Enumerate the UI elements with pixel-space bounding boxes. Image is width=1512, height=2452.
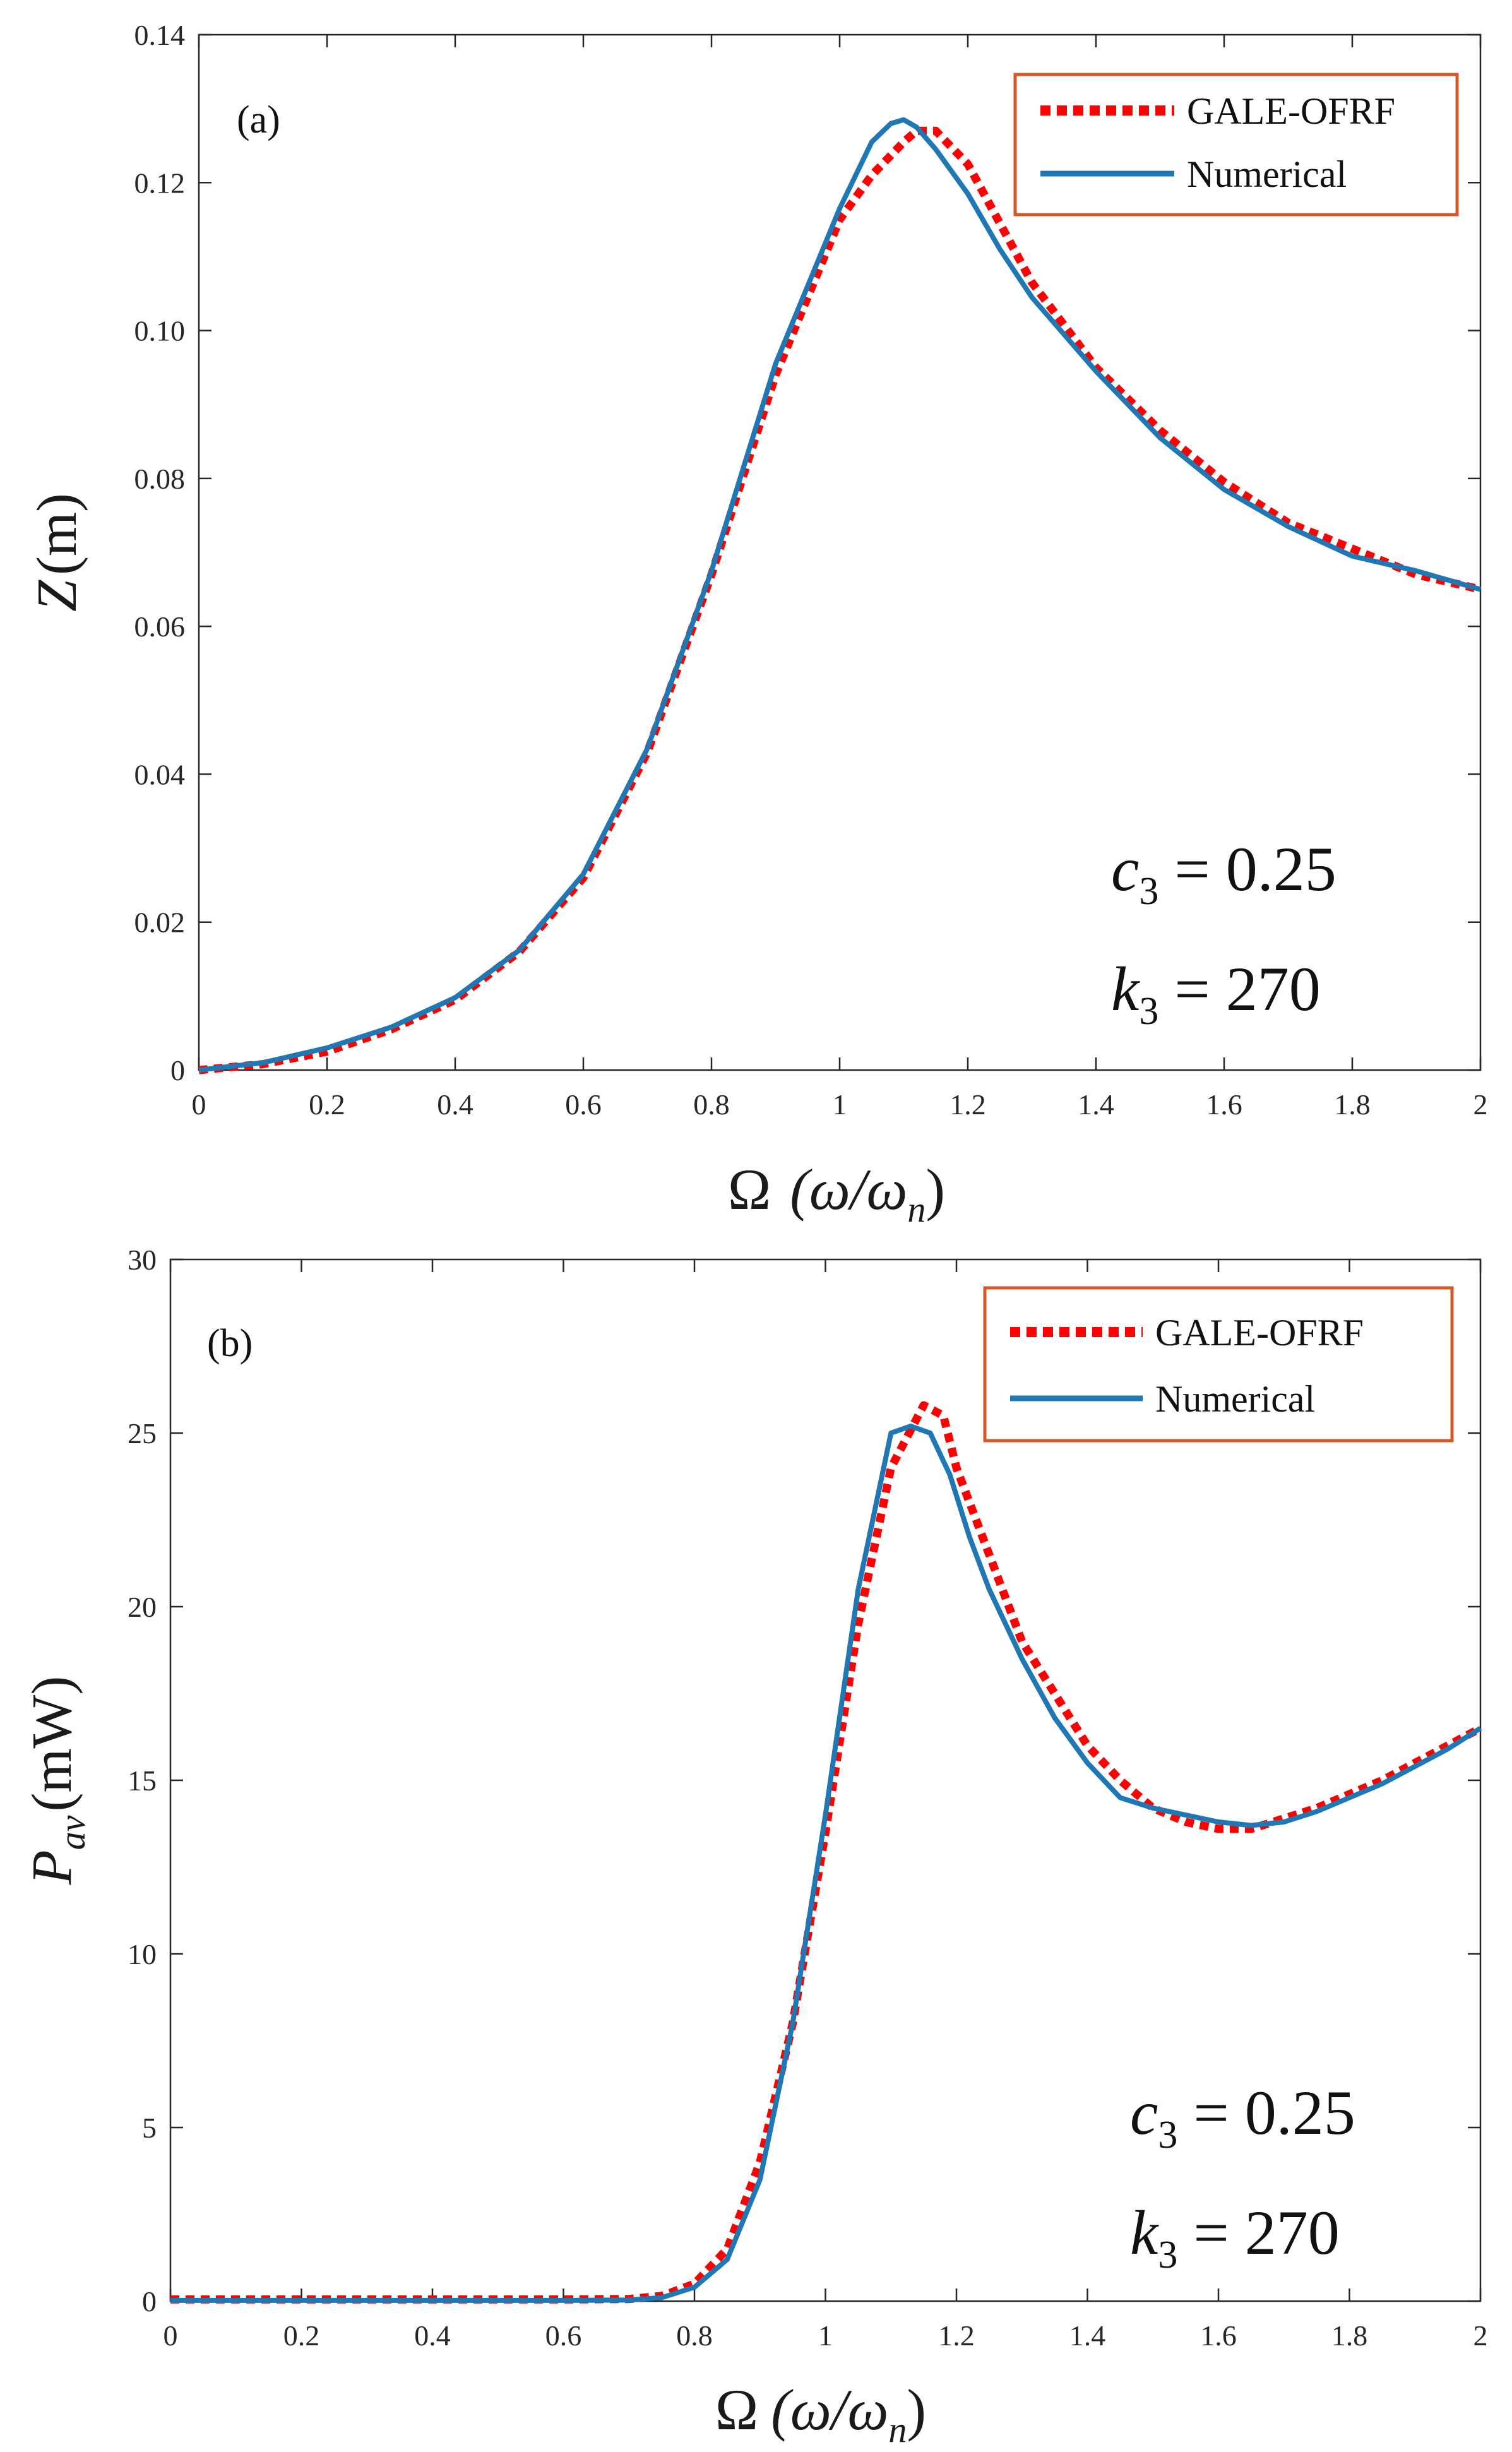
panel-b-label: (b)	[207, 1322, 253, 1365]
panel-a-series	[198, 117, 1482, 1074]
panel-a-annotation-c3-sub: 3	[1139, 870, 1158, 913]
panel-b-series-numerical	[170, 1424, 1482, 2303]
panel-a-label: (a)	[237, 98, 280, 141]
panel-b-legend-label-gale: GALE-OFRF	[1155, 1312, 1364, 1354]
panel-a-annotation-c3: c3 = 0.25	[1111, 834, 1336, 913]
panel-b-x-tick-label: 0.2	[283, 2319, 320, 2352]
panel-a-annotation-c3-rest: = 0.25	[1158, 834, 1336, 904]
panel-a: 0 0.2 0.4 0.6 0.8 1 1.2 1.4 1.6 1.8 2 0 0.02 0.04 0.0…	[26, 19, 1488, 1230]
panel-a-series-gale-ofrf	[198, 126, 1482, 1074]
panel-b: 0 0.2 0.4 0.6 0.8 1 1.2 1.4 1.6 1.8 2 051015202530…	[21, 1244, 1488, 2450]
panel-b-annotation-k3-sub: 3	[1158, 2234, 1177, 2276]
panel-b-x-tick-label: 0.6	[545, 2319, 582, 2352]
panel-b-y-tick-label: 25	[128, 1417, 157, 1449]
panel-a-x-tick-label: 1.6	[1206, 1088, 1242, 1121]
panel-b-y-axis-var: P	[21, 1850, 83, 1885]
panel-a-x-tick-label: 0.4	[437, 1088, 473, 1121]
panel-b-x-tick-label: 2	[1473, 2319, 1488, 2352]
panel-a-annotation-k3-sub: 3	[1139, 990, 1158, 1033]
panel-a-annotation-k3-var: k	[1111, 954, 1140, 1024]
panel-a-y-tick-label: 0.06	[134, 610, 186, 643]
panel-b-legend-box	[983, 1286, 1454, 1443]
panel-a-x-tick-labels: 0 0.2 0.4 0.6 0.8 1 1.2 1.4 1.6 1.8 2	[192, 1088, 1488, 1121]
panel-b-x-tick-label: 0.4	[414, 2319, 451, 2352]
panel-a-annotation-k3-rest: = 270	[1158, 954, 1320, 1024]
panel-b-x-axis-close: )	[907, 2378, 926, 2442]
panel-a-x-axis-ratio: (ω/ω	[790, 1157, 907, 1222]
panel-a-series-numerical	[198, 117, 1482, 1073]
panel-b-y-tick-label: 15	[128, 1765, 157, 1797]
panel-a-x-tick-label: 0.2	[309, 1088, 345, 1121]
panel-b-annotation-k3-rest: = 270	[1177, 2198, 1339, 2268]
panel-b-series-gale-ofrf	[170, 1401, 1483, 2304]
panel-b-x-tick-label: 1.8	[1331, 2319, 1368, 2352]
panel-a-y-axis-unit: (m)	[26, 493, 88, 575]
panel-a-legend-label-numerical: Numerical	[1187, 153, 1347, 195]
panel-b-y-tick-label: 10	[128, 1938, 157, 1970]
panel-b-legend: GALE-OFRF Numerical	[983, 1286, 1454, 1443]
panel-a-y-tick-label: 0.08	[134, 463, 186, 495]
panel-b-annotation-k3: k3 = 270	[1130, 2198, 1340, 2276]
panel-b-x-axis-sub: n	[888, 2409, 907, 2450]
panel-b-annotation-c3: c3 = 0.25	[1130, 2078, 1355, 2157]
panel-b-y-tick-label: 20	[128, 1591, 157, 1623]
panel-b-annotation-k3-var: k	[1130, 2198, 1159, 2268]
panel-b-x-tick-label: 1	[818, 2319, 833, 2352]
panel-b-x-axis-omega: Ω	[715, 2378, 758, 2442]
panel-b-series	[170, 1401, 1483, 2304]
panel-b-x-axis-title: Ω (ω/ωn)	[715, 2378, 926, 2450]
panel-a-x-axis-title: Ω (ω/ωn)	[728, 1157, 945, 1230]
panel-a-y-tick-label: 0.10	[134, 315, 186, 347]
panel-b-y-tick-label: 0	[142, 2285, 157, 2318]
panel-a-x-tick-label: 1.2	[949, 1088, 986, 1121]
panel-a-legend-box	[1013, 73, 1459, 217]
panel-b-x-tick-label: 0	[164, 2319, 178, 2352]
panel-b-x-tick-label: 0.8	[676, 2319, 713, 2352]
panel-b-x-tick-label: 1.2	[938, 2319, 975, 2352]
panel-a-y-tick-labels: 0 0.02 0.04 0.06 0.08 0.10 0.12 0.14	[134, 19, 186, 1086]
panel-b-x-axis-ratio: (ω/ω	[771, 2378, 888, 2442]
panel-a-x-axis-omega: Ω	[728, 1157, 771, 1222]
panel-b-y-tick-label: 30	[128, 1244, 157, 1276]
panel-b-annotation-c3-rest: = 0.25	[1177, 2078, 1355, 2148]
panel-b-x-tick-label: 1.4	[1069, 2319, 1106, 2352]
panel-a-legend: GALE-OFRF Numerical	[1013, 73, 1459, 217]
panel-a-legend-label-gale: GALE-OFRF	[1187, 90, 1395, 132]
panel-a-x-tick-label: 0	[192, 1088, 206, 1121]
panel-a-y-tick-label: 0.14	[134, 19, 186, 51]
panel-a-x-tick-label: 0.8	[693, 1088, 730, 1121]
panel-b-y-axis-title: Pav(mW)	[21, 1676, 93, 1886]
panel-a-x-axis-sub: n	[907, 1189, 926, 1230]
panel-a-x-tick-label: 1.4	[1078, 1088, 1114, 1121]
panel-b-legend-label-numerical: Numerical	[1155, 1378, 1315, 1420]
panel-b-x-tick-labels: 0 0.2 0.4 0.6 0.8 1 1.2 1.4 1.6 1.8 2	[164, 2319, 1488, 2352]
panel-a-x-tick-label: 0.6	[565, 1088, 602, 1121]
panel-b-y-tick-labels: 0 5 10 15 20 25 30	[128, 1244, 157, 2318]
panel-a-x-tick-label: 2	[1473, 1088, 1488, 1121]
panel-b-y-axis-sub: av	[52, 1815, 93, 1850]
panel-a-annotation-k3: k3 = 270	[1111, 954, 1321, 1033]
panel-b-y-tick-label: 5	[142, 2112, 157, 2144]
panel-a-y-tick-label: 0.04	[134, 758, 186, 790]
panel-a-y-tick-label: 0	[170, 1054, 185, 1086]
panel-b-x-tick-label: 1.6	[1200, 2319, 1237, 2352]
panel-a-x-tick-label: 1.8	[1334, 1088, 1371, 1121]
panel-a-x-axis-close: )	[926, 1157, 945, 1222]
panel-a-y-tick-label: 0.12	[134, 167, 186, 199]
panel-b-annotation-c3-var: c	[1130, 2078, 1158, 2148]
panel-b-annotation-c3-sub: 3	[1158, 2114, 1177, 2157]
panel-a-y-tick-label: 0.02	[134, 907, 186, 939]
panel-a-ticks	[198, 33, 1482, 1071]
panel-a-x-tick-label: 1	[833, 1088, 847, 1121]
panel-a-annotation-c3-var: c	[1111, 834, 1139, 904]
panel-a-y-axis-title: Z (m)	[26, 493, 88, 612]
panel-b-y-axis-unit: (mW)	[21, 1676, 83, 1812]
panel-a-y-axis-var: Z	[26, 580, 88, 612]
